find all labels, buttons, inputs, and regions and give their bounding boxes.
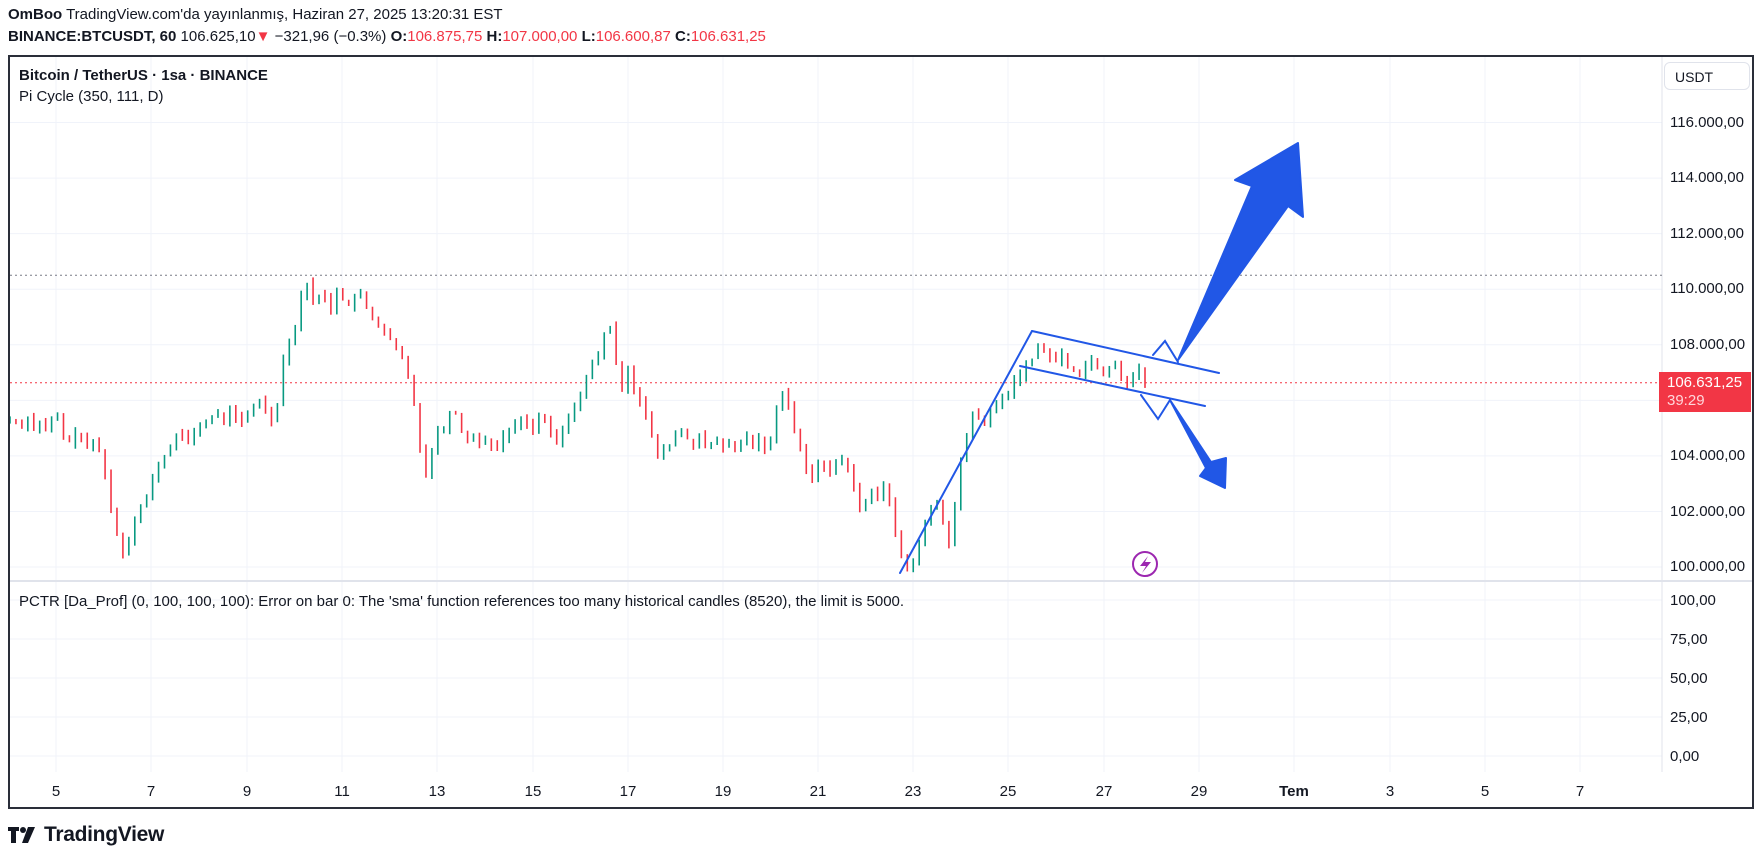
lightning-alert-icon[interactable] bbox=[1132, 551, 1158, 577]
publish-info: OmBoo TradingView.com'da yayınlanmış, Ha… bbox=[8, 6, 503, 23]
current-price-tag: 106.631,25 39:29 bbox=[1659, 372, 1751, 412]
open-label: O: bbox=[390, 28, 408, 45]
indicator-error-message: PCTR [Da_Prof] (0, 100, 100, 100): Error… bbox=[19, 593, 905, 610]
date-label: 19 bbox=[714, 783, 732, 800]
date-label: 5 bbox=[1480, 783, 1490, 800]
date-label: 17 bbox=[619, 783, 637, 800]
date-label: 9 bbox=[242, 783, 252, 800]
date-label: 13 bbox=[428, 783, 446, 800]
indicator-legend-pi-cycle[interactable]: Pi Cycle (350, 111, D) bbox=[19, 88, 164, 105]
price-label: 108.000,00 bbox=[1670, 336, 1746, 353]
symbol-name: BINANCE:BTCUSDT, 60 bbox=[8, 28, 177, 45]
low-label: L: bbox=[581, 28, 596, 45]
bar-countdown: 39:29 bbox=[1667, 392, 1705, 409]
price-change: −321,96 (−0.3%) bbox=[274, 28, 387, 45]
date-label: 25 bbox=[999, 783, 1017, 800]
date-label: 23 bbox=[904, 783, 922, 800]
brand-name: TradingView bbox=[44, 823, 165, 846]
price-label: 114.000,00 bbox=[1670, 169, 1744, 186]
tradingview-logo[interactable]: TradingView bbox=[8, 823, 164, 847]
symbol-info-line: BINANCE:BTCUSDT, 60 106.625,10▼ −321,96 … bbox=[8, 28, 766, 45]
chart-legend-title[interactable]: Bitcoin / TetherUS · 1sa · BINANCE bbox=[19, 67, 268, 84]
price-label: 116.000,00 bbox=[1670, 114, 1744, 131]
date-label: 7 bbox=[146, 783, 156, 800]
publish-date: TradingView.com'da yayınlanmış, Haziran … bbox=[66, 6, 503, 23]
date-label: 15 bbox=[524, 783, 542, 800]
date-label: 7 bbox=[1575, 783, 1585, 800]
osc-label: 0,00 bbox=[1670, 748, 1700, 765]
chart-frame bbox=[8, 55, 1754, 809]
high-value: 107.000,00 bbox=[502, 28, 578, 45]
current-price: 106.631,25 bbox=[1667, 374, 1743, 391]
osc-label: 100,00 bbox=[1670, 592, 1716, 609]
close-label: C: bbox=[674, 28, 691, 45]
tradingview-logo-icon bbox=[8, 827, 35, 843]
price-label: 104.000,00 bbox=[1670, 447, 1746, 464]
author-name[interactable]: OmBoo bbox=[8, 6, 63, 23]
osc-label: 50,00 bbox=[1670, 670, 1708, 687]
high-label: H: bbox=[486, 28, 503, 45]
date-label: 29 bbox=[1190, 783, 1208, 800]
triangle-down-icon: ▼ bbox=[255, 28, 271, 45]
open-value: 106.875,75 bbox=[407, 28, 483, 45]
price-label: 100.000,00 bbox=[1670, 558, 1746, 575]
currency-unit-button[interactable]: USDT bbox=[1664, 62, 1750, 90]
date-label: 11 bbox=[334, 783, 350, 800]
low-value: 106.600,87 bbox=[595, 28, 671, 45]
date-label: 27 bbox=[1095, 783, 1113, 800]
last-price: 106.625,10 bbox=[180, 28, 256, 45]
price-label: 112.000,00 bbox=[1670, 225, 1744, 242]
osc-label: 75,00 bbox=[1670, 631, 1708, 648]
date-label: 3 bbox=[1385, 783, 1395, 800]
price-label: 102.000,00 bbox=[1670, 503, 1746, 520]
close-value: 106.631,25 bbox=[690, 28, 766, 45]
price-label: 110.000,00 bbox=[1670, 280, 1744, 297]
date-label: 21 bbox=[809, 783, 827, 800]
date-label: 5 bbox=[51, 783, 61, 800]
month-label: Tem bbox=[1279, 783, 1309, 800]
osc-label: 25,00 bbox=[1670, 709, 1708, 726]
